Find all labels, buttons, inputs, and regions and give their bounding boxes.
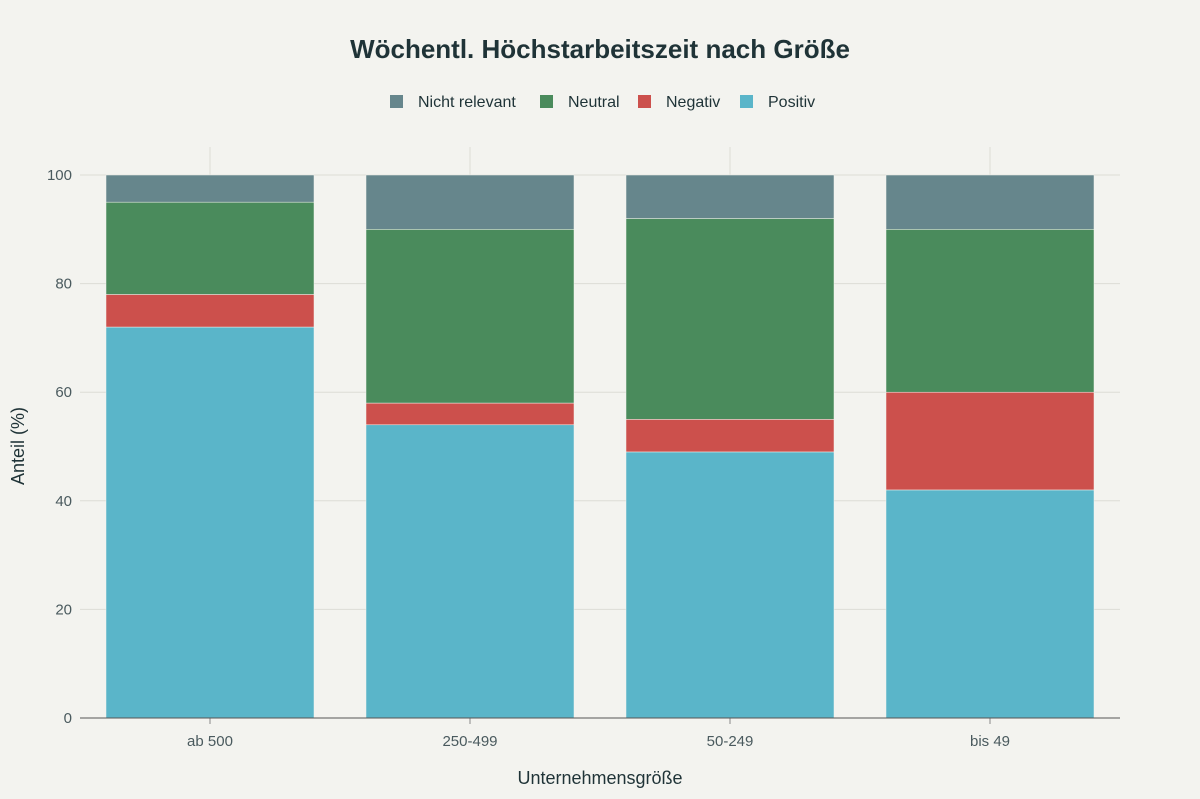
x-tick-label: 250-499 xyxy=(442,733,497,750)
bar-segment-nicht-relevant xyxy=(365,174,575,230)
y-tick-label: 80 xyxy=(55,276,72,293)
x-tick-label: bis 49 xyxy=(970,733,1010,750)
bar-segment-positiv xyxy=(625,451,835,719)
chart-title: Wöchentl. Höchstarbeitszeit nach Größe xyxy=(350,34,850,64)
bar-segment-positiv xyxy=(365,424,575,719)
legend-label: Positiv xyxy=(768,94,815,111)
bar-segment-negativ xyxy=(365,402,575,426)
bar-segment-nicht-relevant xyxy=(885,174,1095,230)
y-tick-label: 60 xyxy=(55,384,72,401)
bar-segment-positiv xyxy=(885,489,1095,719)
legend-swatch xyxy=(740,95,753,108)
y-axis-label: Anteil (%) xyxy=(8,407,28,485)
legend-label: Neutral xyxy=(568,94,620,111)
bar-segment-negativ xyxy=(105,294,315,328)
y-tick-label: 40 xyxy=(55,493,72,510)
y-tick-label: 0 xyxy=(64,710,72,727)
legend-swatch xyxy=(540,95,553,108)
x-tick-label: ab 500 xyxy=(187,733,233,750)
legend-swatch xyxy=(390,95,403,108)
legend-label: Nicht relevant xyxy=(418,94,516,111)
legend-label: Negativ xyxy=(666,94,720,111)
bar-segment-neutral xyxy=(105,201,315,295)
bar-segment-positiv xyxy=(105,326,315,719)
legend-swatch xyxy=(638,95,651,108)
y-tick-label: 20 xyxy=(55,601,72,618)
bar-segment-neutral xyxy=(885,229,1095,393)
y-tick-label: 100 xyxy=(47,167,72,184)
bar-segment-nicht-relevant xyxy=(105,174,315,203)
bar-segment-negativ xyxy=(625,419,835,453)
x-axis-label: Unternehmensgröße xyxy=(517,768,682,788)
x-tick-label: 50-249 xyxy=(707,733,754,750)
bar-segment-neutral xyxy=(365,229,575,404)
bar-segment-neutral xyxy=(625,218,835,420)
bar-segment-negativ xyxy=(885,391,1095,491)
bar-segment-nicht-relevant xyxy=(625,174,835,219)
